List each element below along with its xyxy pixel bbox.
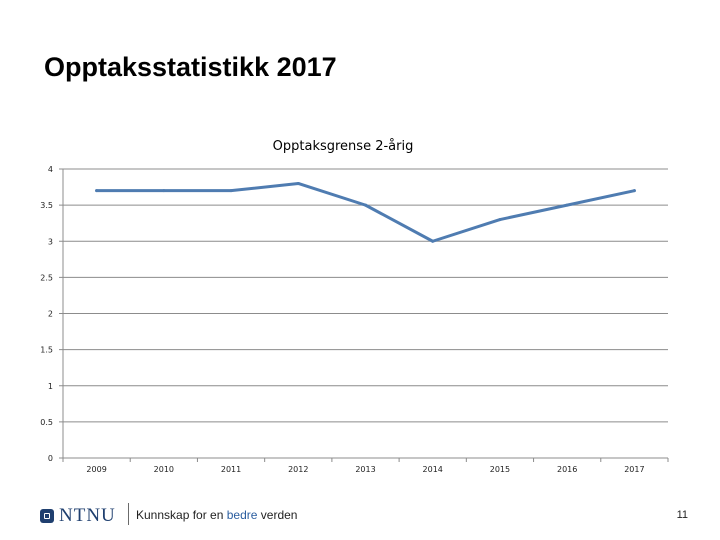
footer-divider [128,503,129,525]
series-layer [95,181,636,243]
x-tick-label: 2017 [624,465,644,474]
x-tick-label: 2011 [221,465,241,474]
tagline-post: verden [257,508,298,522]
x-tick-label: 2012 [288,465,308,474]
y-tick-label: 1.5 [40,346,53,355]
gridlines [59,168,669,462]
slide-title: Opptaksstatistikk 2017 [44,52,337,82]
y-tick-label: 3.5 [40,201,53,210]
y-tick-label: 3 [48,237,53,246]
ntnu-logo: NTNU [40,505,116,527]
ntnu-logo-icon [40,509,54,523]
data-point [95,189,99,193]
x-tick-label: 2009 [86,465,106,474]
logo-text: NTNU [59,505,116,526]
y-tick-label: 2.5 [40,273,53,282]
y-tick-label: 2 [48,310,53,319]
y-tick-label: 1 [48,382,53,391]
tagline-pre: Kunnskap for en [136,508,227,522]
x-tick-label: 2015 [490,465,510,474]
data-point [565,203,569,207]
data-point [431,239,435,243]
y-tick-label: 0.5 [40,418,53,427]
chart-title: Opptaksgrense 2-årig [273,139,414,154]
data-point [498,218,502,222]
y-axis-ticks: 0 0.5 1 1.5 2 2.5 3 3.5 4 [40,165,53,463]
data-point [229,189,233,193]
y-tick-label: 4 [48,165,53,174]
tagline-highlight: bedre [226,508,258,522]
data-point [296,181,300,185]
x-tick-label: 2016 [557,465,577,474]
data-point [364,203,367,207]
x-axis-ticks: 2009 2010 2011 2012 2013 2014 2015 2016 2017 [86,465,644,474]
data-point [162,189,166,193]
footer-tagline: Kunnskap for en bedre verden [136,508,297,522]
data-point [632,189,636,193]
y-tick-label: 0 [48,454,53,463]
x-tick-label: 2014 [423,465,443,474]
x-tick-label: 2010 [154,465,174,474]
x-tick-label: 2013 [355,465,375,474]
series-line [95,181,636,243]
page-number: 11 [676,509,688,521]
